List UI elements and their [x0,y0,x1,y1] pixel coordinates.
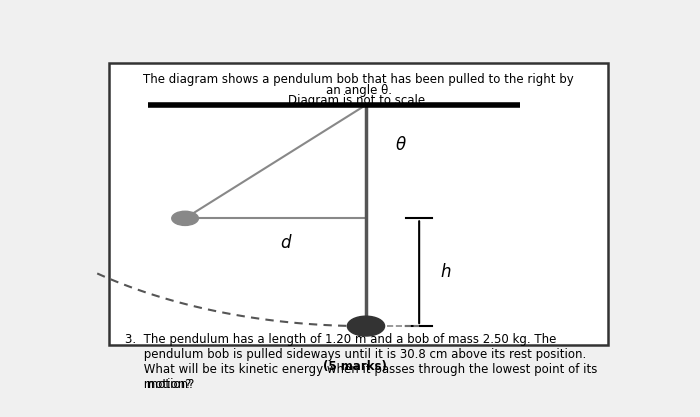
Text: $\theta$: $\theta$ [395,136,407,153]
Text: an angle θ.: an angle θ. [326,84,392,97]
Text: $d$: $d$ [280,234,293,252]
Text: $h$: $h$ [440,263,452,281]
Text: 3.  The pendulum has a length of 1.20 m and a bob of mass 2.50 kg. The
     pend: 3. The pendulum has a length of 1.20 m a… [125,333,598,391]
Circle shape [172,211,198,226]
FancyBboxPatch shape [109,63,608,345]
Text: motion?: motion? [128,333,198,391]
Text: (5 marks): (5 marks) [323,360,387,373]
Text: Diagram is not to scale.: Diagram is not to scale. [288,94,429,107]
Text: The diagram shows a pendulum bob that has been pulled to the right by: The diagram shows a pendulum bob that ha… [144,73,574,85]
Circle shape [347,316,384,336]
